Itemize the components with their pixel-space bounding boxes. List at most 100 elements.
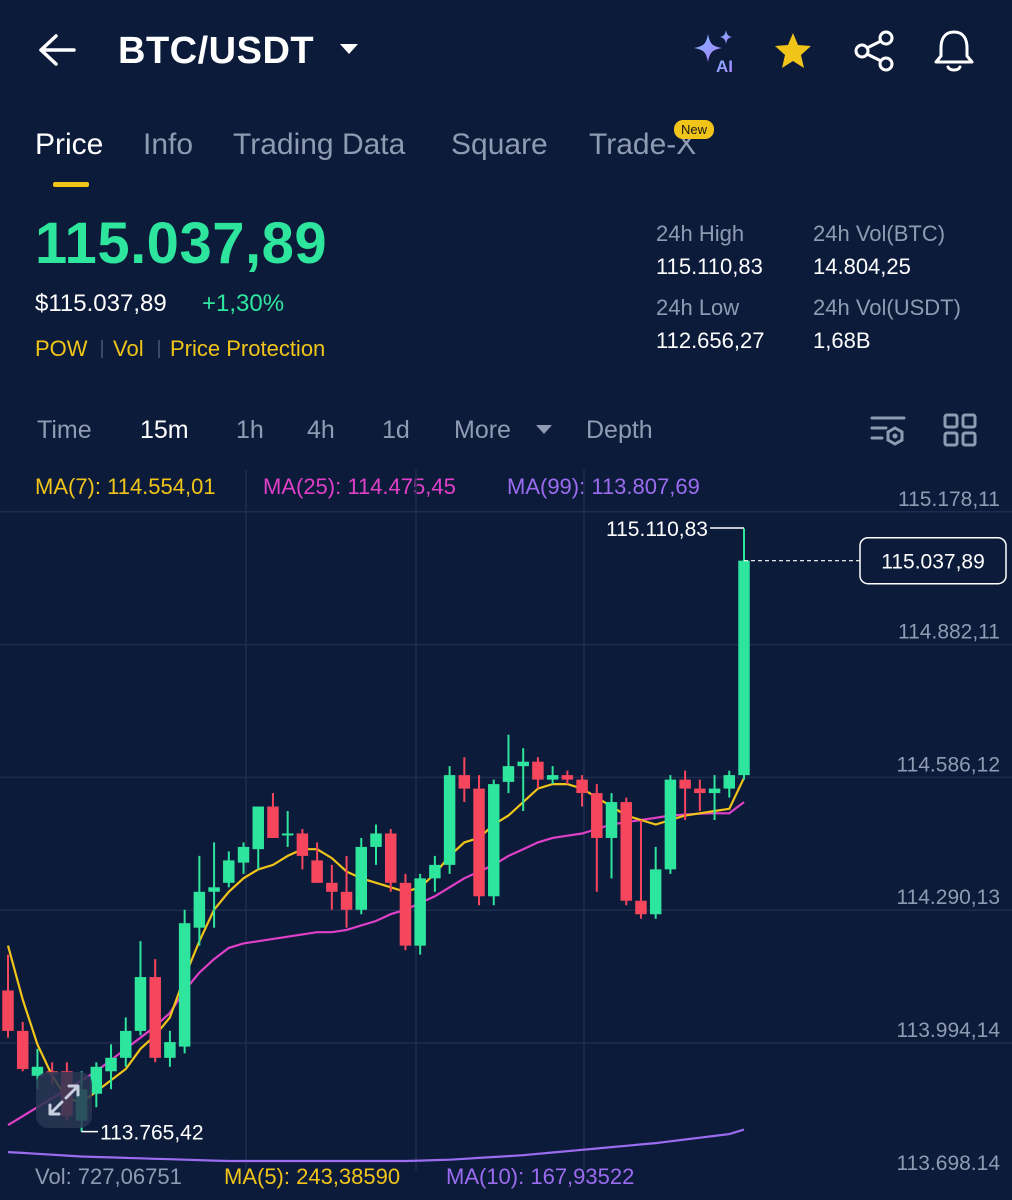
tab-trading-data[interactable]: Trading Data [233,128,406,161]
back-arrow-icon[interactable] [36,32,78,68]
tag-vol[interactable]: Vol [113,336,144,361]
candle-body [620,802,632,901]
candle-body [370,833,382,847]
chart-settings-icon[interactable] [868,412,908,450]
new-badge: New [674,120,715,139]
dropdown-caret-icon[interactable] [338,42,360,58]
candle-body [2,990,14,1031]
candle-body [237,846,250,863]
candle-body [134,977,147,1031]
tf-depth[interactable]: Depth [586,416,653,444]
y-axis-tick-label: 114.586,12 [896,753,1000,776]
candle-body [355,846,368,910]
ai-label: AI [716,57,733,76]
tag-divider [101,340,103,358]
y-axis-tick-label: 113.698,14 [896,1152,1000,1170]
candle-body [223,860,235,883]
tag-pow[interactable]: POW [35,336,88,361]
candle-body [694,788,706,794]
last-price: 115.037,89 [35,211,328,276]
candle-body [281,833,294,836]
share-icon[interactable] [852,30,896,72]
low-label: 24h Low [656,295,740,320]
tag-divider [158,340,160,358]
grid-layout-icon[interactable] [942,412,978,448]
candle-body [532,761,544,780]
candle-body [252,806,264,850]
candle-body [16,1030,29,1070]
candle-body [561,775,574,780]
y-axis-tick-label: 115.178,11 [898,488,1000,511]
candle-body [120,1030,132,1058]
tf-more[interactable]: More [454,416,511,444]
ma99-line [7,1128,745,1163]
candle-body [31,1066,44,1076]
candle-body [296,833,309,856]
y-axis-tick-label: 114.290,13 [896,886,1000,909]
candle-body [178,923,191,1047]
candle-body [414,878,426,946]
vol-btc-value: 14.804,25 [813,254,911,279]
ma99-label: MA(99): 113.807,69 [507,474,700,499]
candle-body [723,775,736,789]
vol-btc-label: 24h Vol(BTC) [813,221,946,246]
candle-body [208,887,220,892]
tf-4h[interactable]: 4h [307,416,335,444]
candle-body [679,779,691,789]
candle-body [311,860,323,883]
candle-body [429,864,441,879]
tab-price[interactable]: Price [35,128,104,161]
tab-square[interactable]: Square [451,128,548,161]
candle-body [326,882,338,892]
tf-1h[interactable]: 1h [236,416,264,444]
pair-title[interactable]: BTC/USDT [118,30,315,72]
high-value: 115.110,83 [656,254,763,279]
candle-body [340,891,353,910]
current-price-tag [859,536,1007,585]
bell-icon[interactable] [932,28,976,74]
tab-info[interactable]: Info [143,128,194,161]
candle-body [443,775,456,865]
candle-body [399,882,412,946]
tag-price-protection[interactable]: Price Protection [170,336,326,361]
price-chart[interactable]: 115.178,11 114.882,11 114.586,12 114.290,13… [0,470,1012,1170]
candle-body [149,977,161,1058]
high-label: 24h High [656,221,745,246]
high-marker-label: 115.110,83 [606,518,708,541]
y-axis-tick-label: 114.882,11 [898,621,1000,644]
candle-body [591,793,603,838]
active-tab-indicator [53,182,89,187]
low-value: 112.656,27 [656,328,765,353]
price-change: +1,30% [202,290,285,317]
candle-body [546,775,559,780]
candle-body [90,1066,103,1094]
candle-body [458,775,471,789]
ai-sparkle-icon[interactable]: AI [690,28,740,76]
candle-body [384,833,397,883]
candle-body [193,891,206,928]
candle-body [488,784,500,897]
vol-ma10-label: MA(10): 167,93522 [446,1164,635,1189]
candle-body [649,869,662,915]
y-axis-tick-label: 113.994,14 [896,1019,1000,1042]
candle-body [664,779,677,870]
candle-body [576,779,588,794]
tf-15m[interactable]: 15m [140,416,189,444]
current-price-tag-label: 115.037,89 [881,551,985,574]
vol-ma5-label: MA(5): 243,38590 [224,1164,401,1189]
candle-body [605,802,618,838]
candle-body [517,761,529,767]
ma7-label: MA(7): 114.554,01 [35,474,216,499]
star-icon[interactable] [772,30,814,72]
candle-body [708,788,721,794]
vol-usdt-value: 1,68B [813,328,871,353]
usd-price: $115.037,89 [35,290,167,317]
low-marker-label: 113.765,42 [100,1122,204,1145]
candle-body [502,766,515,782]
tf-1d[interactable]: 1d [382,416,410,444]
candle-body [267,806,279,838]
ma25-label: MA(25): 114.475,45 [263,474,456,499]
more-caret-icon[interactable] [535,424,553,436]
tf-time[interactable]: Time [37,416,92,444]
expand-chart-icon[interactable] [36,1072,92,1128]
